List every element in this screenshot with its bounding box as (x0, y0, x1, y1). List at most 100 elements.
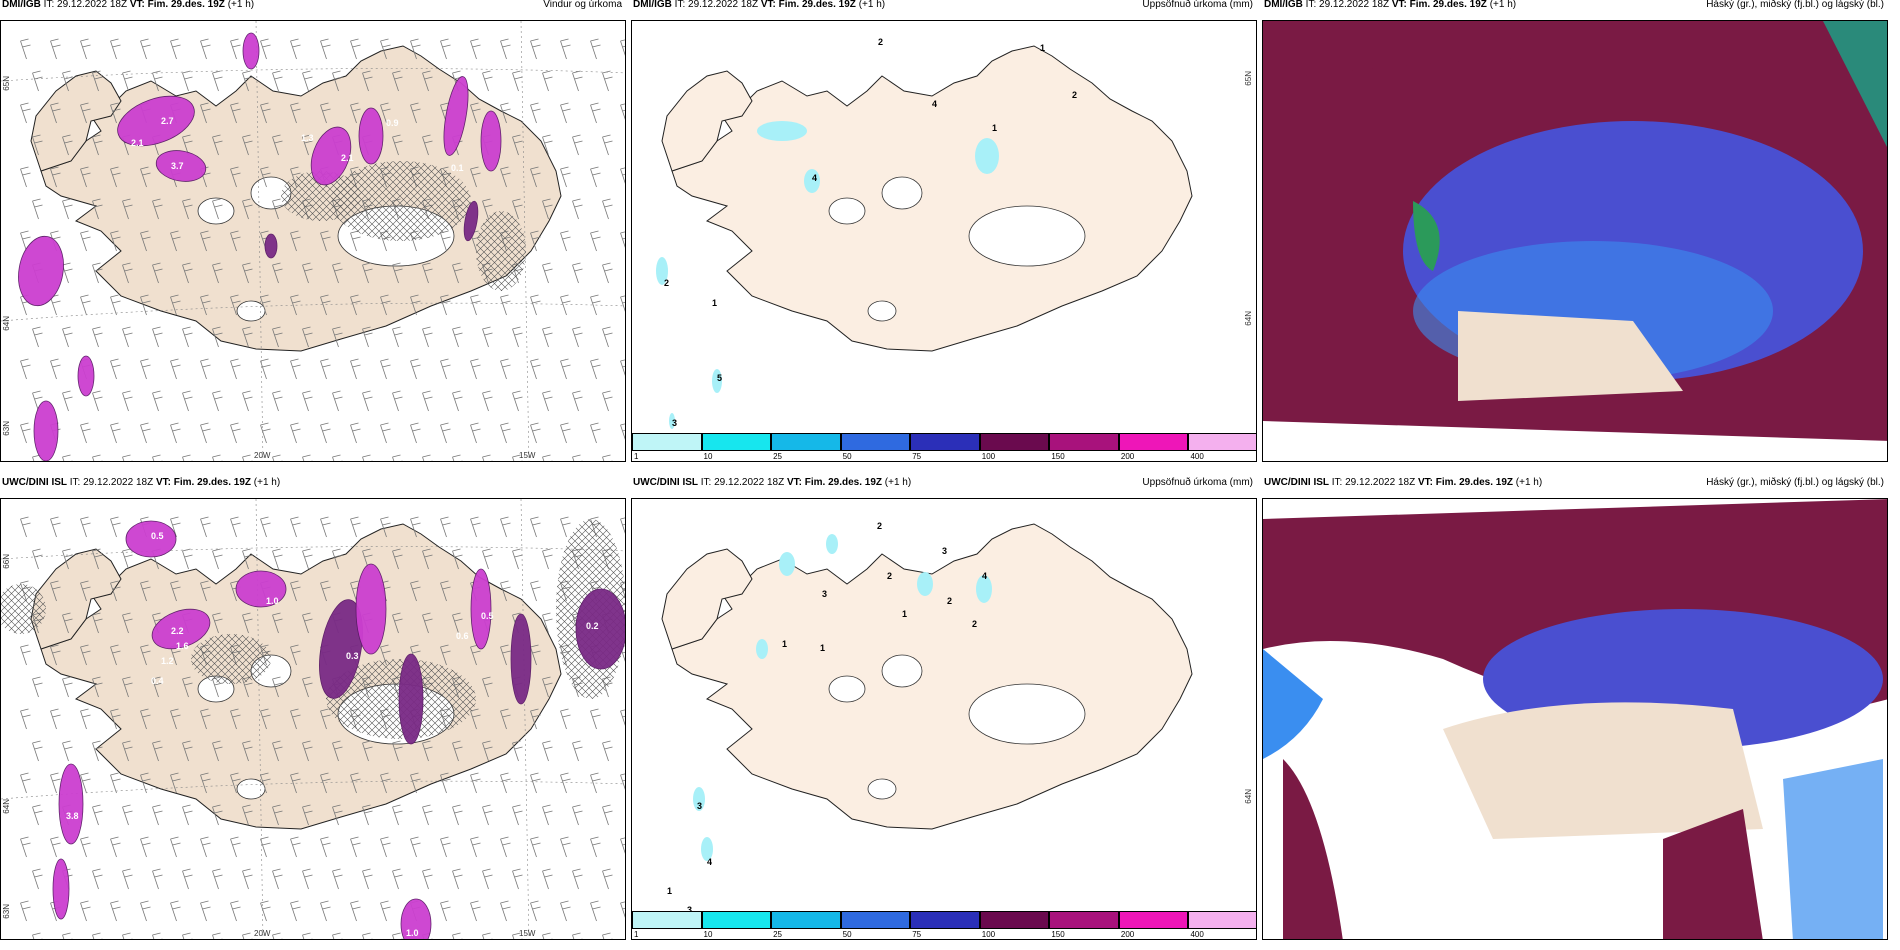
contour-label: 2 (1072, 90, 1077, 100)
wind-barb (380, 294, 391, 316)
wind-barb (230, 230, 241, 252)
wind-barb (530, 230, 541, 252)
wind-barb (110, 358, 121, 380)
wind-barb (332, 740, 343, 762)
high-cloud-field (1263, 21, 1887, 81)
wind-barb (32, 390, 43, 412)
map-frame[interactable] (1262, 20, 1888, 462)
wind-barb (122, 548, 133, 570)
wind-barb (260, 294, 271, 316)
precip-cell (510, 613, 532, 705)
wind-barb (320, 422, 331, 444)
wind-barb (182, 262, 193, 284)
wind-barb (500, 38, 511, 60)
wind-barb (350, 422, 361, 444)
wind-barb (200, 836, 211, 858)
wind-barb (290, 580, 301, 602)
wind-barb (590, 422, 601, 444)
precip-cell (77, 355, 95, 397)
wind-barb (530, 836, 541, 858)
wind-barb (482, 548, 493, 570)
precip-cell (358, 107, 384, 165)
wind-barb (242, 454, 253, 461)
wind-barb (20, 166, 31, 188)
wind-barb (590, 900, 601, 922)
colorbar-tick-label: 400 (1190, 930, 1204, 939)
iceland-coast (671, 523, 1193, 830)
wind-barb (260, 166, 271, 188)
wind-barb (482, 198, 493, 220)
wind-barb (350, 900, 361, 922)
colorbar-tick-label: 25 (773, 930, 783, 939)
wind-barb (410, 102, 421, 124)
wind-barb (500, 102, 511, 124)
wind-barb (242, 70, 253, 92)
precip-cell (18, 235, 64, 307)
wind-barb (452, 548, 463, 570)
wind-barb (50, 644, 61, 666)
contour-label: 2.1 (341, 153, 354, 163)
colorbar-tick-label: 400 (1190, 452, 1204, 461)
wind-barb (530, 772, 541, 794)
wind-barb (140, 644, 151, 666)
lat-label: 65N (1244, 71, 1253, 86)
wind-barb (110, 294, 121, 316)
wind-barb (350, 358, 361, 380)
wind-barb (530, 708, 541, 730)
wind-barb (512, 326, 523, 348)
wind-barb (200, 230, 211, 252)
map-frame[interactable]: 2.7 2.1 3.7 2.1 0.9 1.3 0.1 65N 64N 63N 20W 15… (0, 20, 626, 462)
lat-label: 64N (2, 799, 11, 814)
contour-label: 5 (717, 373, 722, 383)
wind-barb (272, 932, 283, 939)
wind-barb (542, 390, 553, 412)
contour-label: 4 (707, 857, 712, 867)
wind-barb (482, 932, 493, 939)
wind-barb (380, 900, 391, 922)
wind-barb (602, 134, 613, 156)
wind-barb (212, 390, 223, 412)
wind-barb (422, 262, 433, 284)
wind-barb (530, 580, 541, 602)
contour-label: 2 (972, 619, 977, 629)
wind-barb (200, 294, 211, 316)
wind-barb (470, 836, 481, 858)
wind-barb (320, 772, 331, 794)
panel-header: UWC/DINI ISL IT: 29.12.2022 18Z VT: Fim.… (633, 477, 1253, 488)
map-frame[interactable]: 0.5 2.2 1.6 1.2 0.4 1.0 0.3 0.6 0.5 0.2 3.8 1.0 66N… (0, 498, 626, 940)
map-frame[interactable] (1262, 498, 1888, 940)
wind-barb (422, 804, 433, 826)
wind-barb (512, 454, 523, 461)
contour-label: 3.8 (66, 811, 79, 821)
colorbar-tick-label: 200 (1120, 452, 1135, 461)
high-cloud-field (1413, 201, 1440, 271)
colorbar-segment (1118, 911, 1189, 929)
wind-barb (80, 836, 91, 858)
graticule-line (520, 499, 530, 939)
panel-wind-precip-uwc: UWC/DINI ISL IT: 29.12.2022 18Z VT: Fim.… (0, 477, 626, 940)
westfjords-coast (661, 70, 753, 172)
wind-barb (452, 390, 463, 412)
wind-barb (500, 900, 511, 922)
wind-barb (560, 230, 571, 252)
map-frame[interactable]: 2 1 2 4 1 4 2 1 5 3 65N 64N 1 10 25 50 75 100 150 200 400 (631, 20, 1257, 462)
wind-barb (290, 772, 301, 794)
wind-barb (620, 837, 625, 854)
wind-barb (440, 900, 451, 922)
colorbar-segment (771, 911, 841, 929)
wind-barb (50, 38, 61, 60)
wind-barb (140, 38, 151, 60)
wind-barb (62, 262, 73, 284)
contour-label: 2.2 (171, 626, 184, 636)
map-frame[interactable]: 2 3 2 4 2 2 1 3 1 1 3 4 1 3 64N 1 10 25 50 75 100 150 200 400 (631, 498, 1257, 940)
wind-barb (182, 454, 193, 461)
wind-barb (470, 516, 481, 538)
wind-barb (500, 580, 511, 602)
precip-cell (480, 110, 502, 172)
wind-barb (410, 516, 421, 538)
precip-cell (235, 570, 287, 608)
wind-barb (572, 868, 583, 890)
wind-barb (212, 868, 223, 890)
contour-label: 2 (877, 521, 882, 531)
contour-label: 0.5 (481, 611, 494, 621)
